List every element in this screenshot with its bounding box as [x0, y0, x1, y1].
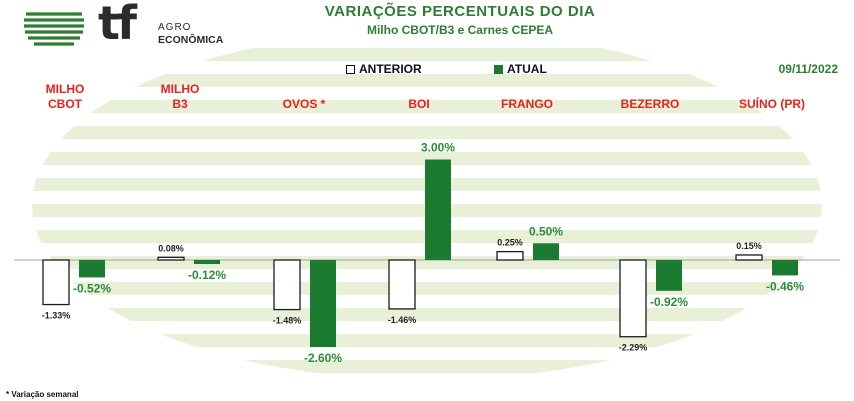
- bar-atual: [533, 243, 559, 260]
- bar-anterior: [273, 259, 301, 311]
- bar-anterior: [157, 256, 185, 261]
- bg-band: [32, 152, 822, 165]
- bar-anterior: [735, 254, 763, 261]
- bg-band: [32, 100, 822, 113]
- data-label-atual: 0.50%: [529, 224, 563, 238]
- legend-item-anterior: ANTERIOR: [346, 62, 422, 76]
- data-label-atual: -0.92%: [650, 295, 688, 309]
- bar-atual: [310, 260, 336, 348]
- category-label: SUÍNO (PR): [739, 96, 805, 111]
- category-label: MILHO: [161, 82, 200, 96]
- brand-logo: tf AGRO ECONÔMICA: [22, 0, 252, 50]
- bar-atual: [425, 159, 451, 260]
- bar-anterior: [496, 250, 524, 261]
- report-date: 09/11/2022: [778, 62, 838, 76]
- bg-band: [32, 126, 822, 139]
- data-label-anterior: 0.15%: [736, 241, 762, 251]
- legend-swatch-anterior: [346, 65, 355, 74]
- legend-label-anterior: ANTERIOR: [359, 62, 422, 76]
- data-label-anterior: -1.33%: [42, 311, 71, 321]
- logo-globe-icon: [24, 6, 84, 48]
- footnote: * Variação semanal: [6, 390, 79, 399]
- legend-label-atual: ATUAL: [507, 62, 547, 76]
- bg-band: [32, 74, 822, 87]
- category-label: B3: [172, 97, 188, 111]
- category-label: BEZERRO: [621, 97, 680, 111]
- bar-anterior: [42, 259, 70, 306]
- category-label: MILHO: [46, 82, 85, 96]
- data-label-atual: -0.46%: [766, 279, 804, 293]
- category-label: OVOS *: [283, 97, 326, 111]
- data-label-atual: -2.60%: [304, 351, 342, 365]
- logo-wordmark: tf: [98, 0, 137, 50]
- category-label: FRANGO: [501, 97, 553, 111]
- data-label-anterior: 0.25%: [497, 238, 523, 248]
- legend-swatch-atual: [494, 65, 503, 74]
- data-label-atual: 3.00%: [421, 141, 455, 155]
- logo-line-1: AGRO: [158, 22, 192, 33]
- bar-atual: [656, 260, 682, 291]
- bar-atual: [79, 260, 105, 278]
- category-label: CBOT: [48, 97, 83, 111]
- bar-anterior: [619, 259, 647, 338]
- logo-line-2: ECONÔMICA: [158, 34, 224, 46]
- legend-item-atual: ATUAL: [494, 62, 547, 76]
- data-label-atual: -0.52%: [73, 281, 111, 295]
- bar-atual: [772, 260, 798, 276]
- bar-anterior: [388, 259, 416, 310]
- data-label-anterior: -1.46%: [388, 315, 417, 325]
- chart-subtitle: Milho CBOT/B3 e Carnes CEPEA: [366, 23, 554, 37]
- data-label-anterior: -2.29%: [619, 343, 648, 353]
- data-label-atual: -0.12%: [188, 268, 226, 282]
- chart-title: VARIAÇÕES PERCENTUAIS DO DIA: [324, 3, 596, 20]
- data-label-anterior: -1.48%: [273, 316, 302, 326]
- data-label-anterior: 0.08%: [158, 243, 184, 253]
- category-label: BOI: [408, 97, 429, 111]
- bar-atual: [194, 260, 220, 265]
